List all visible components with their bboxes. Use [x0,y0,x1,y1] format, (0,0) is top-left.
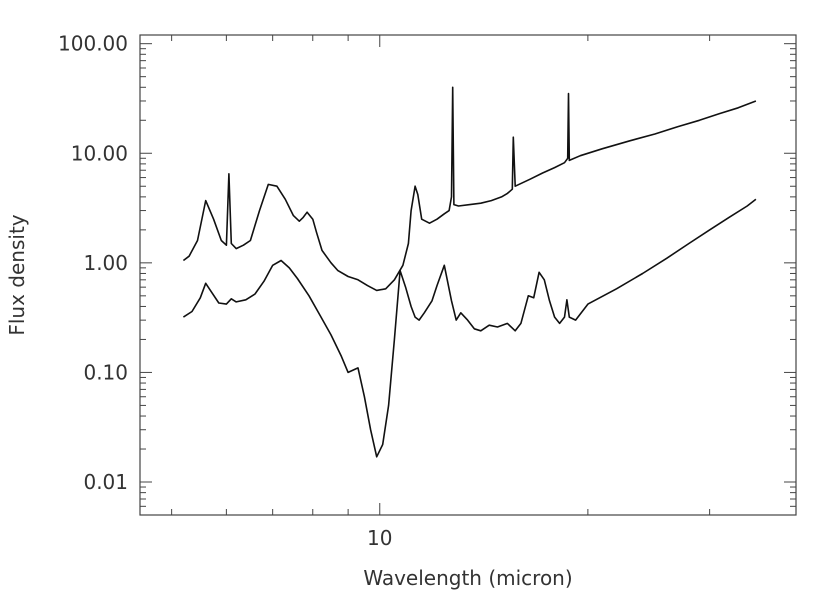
series-line-2 [182,198,757,458]
y-tick-label: 10.00 [71,141,128,165]
x-axis-title: Wavelength (micron) [363,566,572,590]
y-tick-label: 1.00 [83,251,128,275]
series-line-1 [182,86,757,292]
x-tick-label: 10 [367,526,392,550]
y-axis-title: Flux density [5,214,29,335]
plot-frame [139,34,797,516]
y-tick-label: 0.10 [83,360,128,384]
y-tick-label: 0.01 [83,470,128,494]
y-tick-label: 100.00 [58,32,128,56]
tick-labels-group: 100.00 10.00 1.00 0.10 0.01 10 [58,32,392,550]
series-group [182,86,757,458]
ticks-group [140,35,797,516]
